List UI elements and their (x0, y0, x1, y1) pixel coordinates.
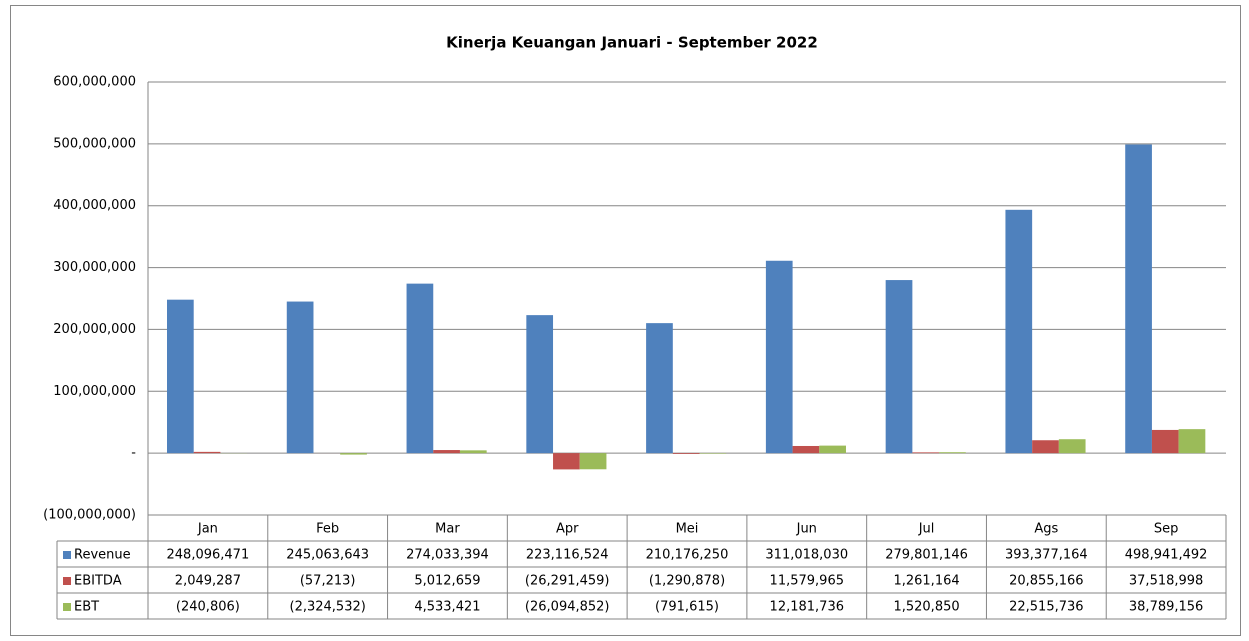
x-tick-label: Mei (676, 522, 699, 537)
y-tick-label: 600,000,000 (53, 75, 136, 90)
table-value: (26,094,852) (525, 600, 610, 615)
table-value: 11,579,965 (770, 574, 844, 589)
bar (286, 301, 314, 454)
bar (406, 283, 434, 454)
bar (885, 280, 913, 454)
y-tick-label: 400,000,000 (53, 198, 136, 213)
bar (340, 453, 367, 455)
bar (646, 323, 673, 454)
y-tick-label: - (131, 446, 136, 461)
x-tick-label: Jan (197, 522, 218, 537)
bar (579, 453, 607, 470)
bar (1005, 209, 1033, 454)
table-value: 248,096,471 (167, 548, 250, 563)
table-value: 210,176,250 (646, 548, 729, 563)
bar (792, 445, 820, 454)
bar (193, 451, 221, 454)
x-tick-label: Feb (316, 522, 339, 537)
table-value: (2,324,532) (290, 600, 366, 615)
table-value: 223,116,524 (526, 548, 609, 563)
bar (433, 450, 460, 454)
table-value: 37,518,998 (1129, 574, 1203, 589)
table-value: 38,789,156 (1129, 600, 1203, 615)
bar (672, 453, 700, 454)
x-tick-label: Apr (556, 522, 579, 537)
bar (912, 452, 940, 454)
bar (553, 453, 580, 470)
y-tick-label: 300,000,000 (53, 260, 136, 275)
x-tick-label: Sep (1154, 522, 1179, 537)
table-value: 393,377,164 (1005, 548, 1088, 563)
table-value: 4,533,421 (414, 600, 480, 615)
table-value: (791,615) (655, 600, 719, 615)
chart-title: Kinerja Keuangan Januari - September 202… (446, 34, 818, 52)
y-tick-label: 100,000,000 (53, 384, 136, 399)
bar (1125, 144, 1152, 454)
legend-key (63, 551, 71, 559)
x-tick-label: Ags (1034, 522, 1058, 537)
bar (459, 450, 487, 454)
bar (765, 260, 793, 454)
table-value: 2,049,287 (175, 574, 241, 589)
bar (1151, 429, 1179, 454)
table-value: 1,261,164 (893, 574, 959, 589)
bar (1058, 439, 1086, 454)
legend-label: EBITDA (74, 574, 122, 589)
chart-border (10, 5, 1241, 636)
bar (1032, 440, 1059, 454)
table-value: 311,018,030 (765, 548, 848, 563)
table-value: 279,801,146 (885, 548, 968, 563)
y-tick-label: 500,000,000 (53, 136, 136, 151)
y-tick-label: (100,000,000) (43, 508, 136, 523)
bar (167, 299, 194, 454)
bar (526, 315, 554, 454)
table-value: 498,941,492 (1125, 548, 1208, 563)
bar (1178, 429, 1206, 454)
legend-label: EBT (74, 600, 99, 615)
table-value: 22,515,736 (1009, 600, 1083, 615)
table-value: 12,181,736 (770, 600, 844, 615)
table-value: 1,520,850 (893, 600, 959, 615)
table-value: 274,033,394 (406, 548, 489, 563)
table-value: (1,290,878) (649, 574, 725, 589)
table-value: 5,012,659 (414, 574, 480, 589)
x-tick-label: Jul (918, 522, 935, 537)
table-value: 245,063,643 (286, 548, 369, 563)
x-tick-label: Jun (796, 522, 817, 537)
bar (819, 445, 846, 454)
legend-key (63, 577, 71, 585)
y-tick-label: 200,000,000 (53, 322, 136, 337)
table-value: (57,213) (300, 574, 356, 589)
legend-key (63, 603, 71, 611)
x-tick-label: Mar (435, 522, 460, 537)
table-value: 20,855,166 (1009, 574, 1083, 589)
legend-label: Revenue (74, 548, 131, 563)
table-value: (26,291,459) (525, 574, 610, 589)
table-value: (240,806) (176, 600, 240, 615)
bar (939, 452, 966, 454)
